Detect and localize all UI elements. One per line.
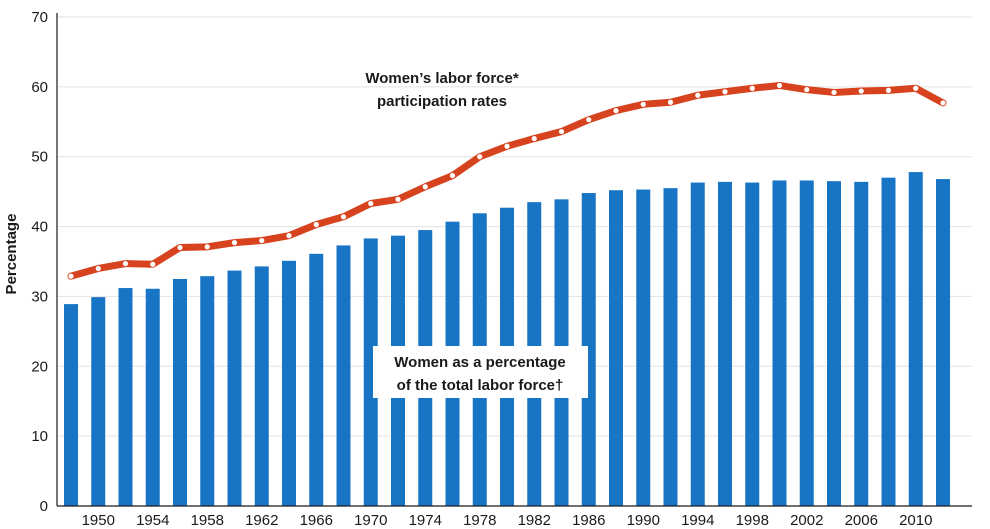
line-point	[695, 92, 701, 98]
bar	[745, 182, 760, 506]
line-point	[395, 196, 401, 202]
bar	[282, 260, 296, 506]
x-tick-labels: 1950 1954 1958 1962 1966 1970 1974 1978 1982 1986…	[82, 512, 933, 529]
x-tick-label: 1950	[82, 512, 115, 529]
y-tick-label: 10	[31, 428, 48, 445]
line-point	[749, 85, 755, 91]
bar	[772, 180, 787, 507]
line-point	[504, 143, 510, 149]
bar	[636, 189, 651, 506]
line-point	[122, 260, 129, 267]
bar-label-text: of the total labor force†	[397, 377, 564, 394]
bar	[827, 181, 841, 506]
line-label-text: Women’s labor force*	[365, 70, 519, 87]
bar	[227, 270, 242, 506]
line-point	[776, 82, 783, 89]
line-point	[558, 128, 565, 135]
line-point	[613, 108, 619, 114]
bar	[363, 238, 378, 506]
line-series-label: Women’s labor force* participation rates	[365, 70, 519, 110]
line-point	[177, 244, 183, 251]
x-tick-label: 2010	[899, 512, 932, 529]
x-tick-label: 1966	[300, 512, 333, 529]
bar	[64, 304, 78, 506]
y-tick-label: 50	[31, 149, 48, 166]
line-point	[940, 100, 946, 106]
bar-series-label: Women as a percentage of the total labor …	[373, 346, 588, 398]
bar	[609, 190, 623, 506]
x-tick-label: 1958	[191, 512, 224, 529]
bar	[200, 276, 215, 506]
bar	[718, 181, 732, 506]
bar	[881, 177, 896, 506]
y-tick-label: 20	[31, 358, 48, 375]
bar	[690, 182, 705, 506]
bar	[854, 181, 869, 506]
x-tick-label: 1978	[463, 512, 496, 529]
y-tick-label: 70	[31, 9, 48, 26]
line-point	[368, 200, 374, 207]
line-point	[231, 240, 238, 246]
y-axis-title: Percentage	[3, 214, 20, 295]
bar	[336, 245, 351, 506]
line-point	[913, 85, 919, 91]
y-tick-label: 60	[31, 79, 48, 96]
line-point	[340, 214, 347, 220]
x-tick-label: 1994	[681, 512, 714, 529]
bar	[663, 188, 678, 506]
line-point	[477, 154, 483, 160]
y-tick-labels: 0 10 20 30 40 50 60 70	[31, 9, 48, 515]
bar	[145, 288, 160, 506]
line-point	[885, 87, 892, 93]
line-point	[722, 89, 728, 95]
x-tick-label: 1974	[409, 512, 442, 529]
line-label-text: participation rates	[377, 93, 507, 110]
y-tick-label: 0	[40, 498, 48, 515]
x-tick-label: 2002	[790, 512, 823, 529]
bar-label-text: Women as a percentage	[394, 354, 565, 371]
bar	[118, 288, 133, 506]
x-tick-label: 1998	[736, 512, 769, 529]
line-series	[67, 81, 947, 280]
line-point	[68, 273, 74, 279]
line-point	[150, 261, 156, 267]
bar	[254, 266, 269, 506]
x-tick-label: 1954	[136, 512, 169, 529]
line-point	[95, 265, 101, 272]
bar	[936, 179, 950, 506]
bar	[799, 180, 814, 507]
bar	[581, 193, 596, 507]
line-point	[586, 117, 592, 123]
x-tick-label: 1982	[518, 512, 551, 529]
line-point	[804, 87, 810, 93]
line-point	[531, 135, 537, 142]
line-point	[640, 101, 646, 107]
bar-series	[64, 172, 950, 507]
x-tick-label: 1962	[245, 512, 278, 529]
y-tick-label: 40	[31, 219, 48, 236]
x-tick-label: 1986	[572, 512, 605, 529]
axes	[56, 13, 972, 507]
line-point	[449, 172, 456, 179]
line-point	[313, 221, 319, 228]
line-point	[422, 184, 428, 190]
line-point	[259, 237, 265, 244]
bar	[173, 278, 187, 506]
line-point	[667, 99, 674, 105]
line-point	[286, 233, 292, 239]
bar	[908, 172, 923, 506]
bar-label-box	[373, 346, 588, 398]
x-tick-label: 1990	[627, 512, 660, 529]
bar	[91, 297, 106, 506]
y-tick-label: 30	[31, 288, 48, 305]
line-point	[858, 88, 864, 94]
bar	[309, 253, 324, 506]
line-point	[204, 244, 210, 250]
x-tick-label: 1970	[354, 512, 387, 529]
x-tick-label: 2006	[845, 512, 878, 529]
line-point	[831, 89, 837, 96]
